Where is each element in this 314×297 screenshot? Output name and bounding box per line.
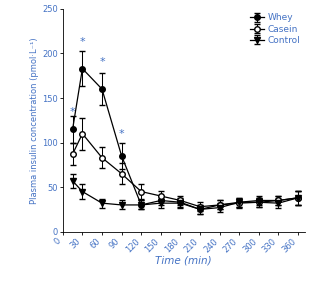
X-axis label: Time (min): Time (min) (155, 256, 212, 266)
Text: *: * (79, 37, 85, 47)
Y-axis label: Plasma insulin concentration (pmol·L⁻¹): Plasma insulin concentration (pmol·L⁻¹) (30, 37, 40, 204)
Text: *: * (70, 107, 75, 117)
Text: *: * (119, 129, 124, 139)
Text: *: * (99, 57, 105, 67)
Legend: Whey, Casein, Control: Whey, Casein, Control (248, 12, 302, 47)
